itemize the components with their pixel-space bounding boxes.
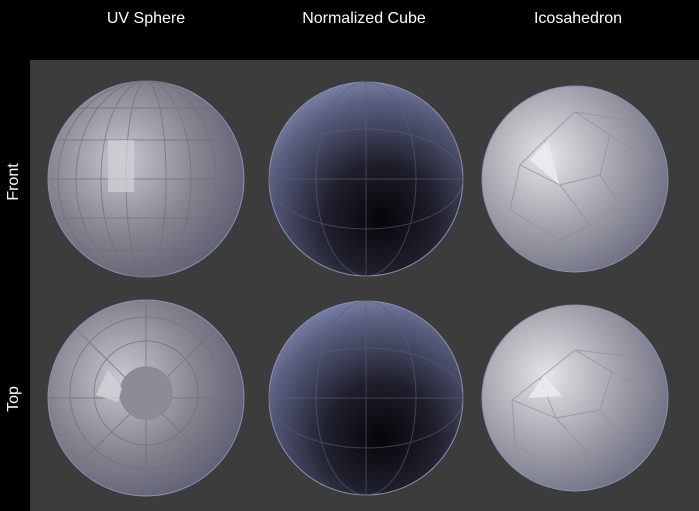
sphere-cube-front bbox=[268, 81, 464, 277]
column-label-normalized-cube: Normalized Cube bbox=[302, 10, 426, 27]
sphere-ico-front bbox=[481, 85, 669, 273]
sphere-uv-top bbox=[47, 299, 245, 497]
sphere-cube-top bbox=[268, 300, 464, 496]
sphere-uv-front bbox=[47, 80, 245, 278]
column-label-icosahedron: Icosahedron bbox=[533, 10, 623, 27]
sphere-ico-top bbox=[481, 304, 669, 492]
column-label-uv-sphere: UV Sphere bbox=[106, 10, 186, 27]
